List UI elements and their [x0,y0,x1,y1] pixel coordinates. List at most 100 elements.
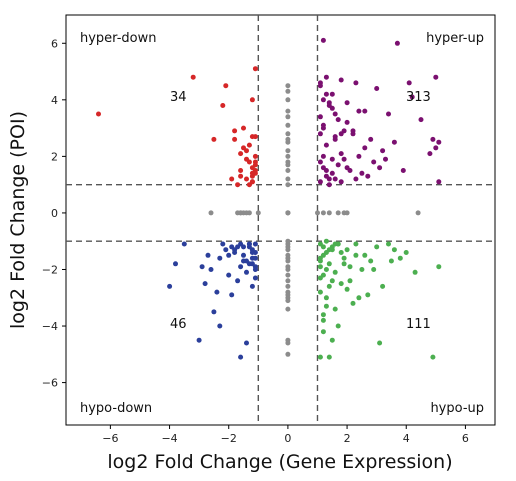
hyper-up-point [323,168,329,173]
neutral-point [344,210,350,216]
neutral-point [315,210,320,216]
hyper-up-point [335,162,341,168]
hyper-up-point [323,142,329,148]
hypo-up-point [323,295,329,301]
data-points [96,37,442,360]
neutral-point [208,210,214,216]
quadrant-count-bottom-right: 111 [406,317,431,332]
y-axis-ticks: −6 −4 −2 0 2 4 6 [42,37,66,390]
hypo-down-point [226,272,232,278]
hyper-down-point [238,168,244,173]
hypo-down-point [235,278,241,284]
hyper-up-point [436,179,442,185]
quadrant-label-top-right: hyper-up [426,31,484,46]
hyper-down-point [229,176,235,182]
plot-frame [65,14,496,426]
hypo-up-point [368,258,374,264]
hypo-down-point [246,241,252,247]
hyper-up-point [317,159,323,165]
hyper-up-point [350,128,356,134]
hyper-down-point [96,111,101,117]
hyper-down-point [244,148,249,154]
hyper-down-point [252,153,258,159]
neutral-point [285,289,291,295]
hyper-up-point [320,153,326,159]
hyper-down-point [238,173,244,179]
hyper-down-point [211,136,217,142]
quadrant-label-top-left: hyper-down [80,31,156,46]
hyper-up-point [344,165,350,171]
hypo-up-point [338,250,344,255]
quadrant-label-bottom-right: hypo-up [430,401,484,416]
hyper-up-point [323,91,329,97]
hypo-up-point [341,261,347,267]
hypo-down-point [252,275,258,281]
hyper-up-point [400,168,406,173]
x-axis-ticks: −6 −4 −2 0 2 4 6 [102,425,469,445]
hyper-down-point [249,97,255,103]
hypo-up-point [391,247,397,253]
hypo-up-point [386,241,391,247]
hyper-up-point [353,80,359,86]
hyper-up-point [320,125,326,131]
hypo-up-point [350,300,356,306]
hypo-up-point [320,312,326,318]
neutral-point [285,210,291,216]
hypo-down-point [181,241,187,247]
hypo-down-point [249,250,255,255]
quadrant-label-bottom-left: hypo-down [80,401,152,416]
hyper-up-point [338,179,344,185]
hyper-up-point [323,173,329,179]
hypo-up-point [329,337,335,343]
hypo-up-point [326,283,332,289]
hyper-up-point [430,136,436,142]
hypo-up-point [326,261,332,267]
neutral-point [285,238,291,244]
neutral-point [285,255,291,261]
x-tick-label: 2 [344,432,351,445]
hyper-up-point [374,86,380,91]
hypo-up-point [317,275,323,281]
hypo-up-point [377,340,383,346]
neutral-point [285,272,291,278]
neutral-point [285,83,291,89]
hypo-down-point [205,252,211,258]
hypo-up-point [388,258,394,264]
hyper-down-point [232,128,238,134]
hyper-up-point [433,74,439,80]
hypo-down-point [196,337,202,343]
x-tick-label: 4 [403,432,410,445]
hypo-up-point [365,292,371,298]
hyper-up-point [362,145,368,151]
hypo-up-point [347,264,353,270]
hyper-up-point [365,173,371,179]
hyper-up-point [362,108,368,114]
neutral-point [285,88,291,94]
hyper-down-point [252,162,258,168]
hyper-up-point [427,151,433,157]
neutral-point [285,306,291,312]
hyper-down-point [238,151,244,157]
neutral-point [285,244,291,250]
hypo-up-point [347,278,353,284]
hypo-up-point [317,255,323,261]
hypo-down-point [199,264,205,270]
hypo-up-point [359,267,365,272]
hyper-up-point [341,156,347,162]
hyper-up-point [386,111,391,117]
hypo-down-point [202,281,208,287]
hyper-up-point [317,179,323,185]
threshold-lines [66,15,495,425]
hyper-up-point [368,136,374,142]
hypo-up-point [332,269,338,275]
y-tick-label: −4 [42,320,58,333]
hypo-up-point [317,264,323,270]
hypo-down-point [235,244,241,250]
hypo-up-point [326,354,332,360]
neutral-point [285,122,291,128]
hyper-up-point [391,139,397,145]
hypo-down-point [244,340,249,346]
hyper-up-point [320,37,326,43]
neutral-point [285,168,291,173]
